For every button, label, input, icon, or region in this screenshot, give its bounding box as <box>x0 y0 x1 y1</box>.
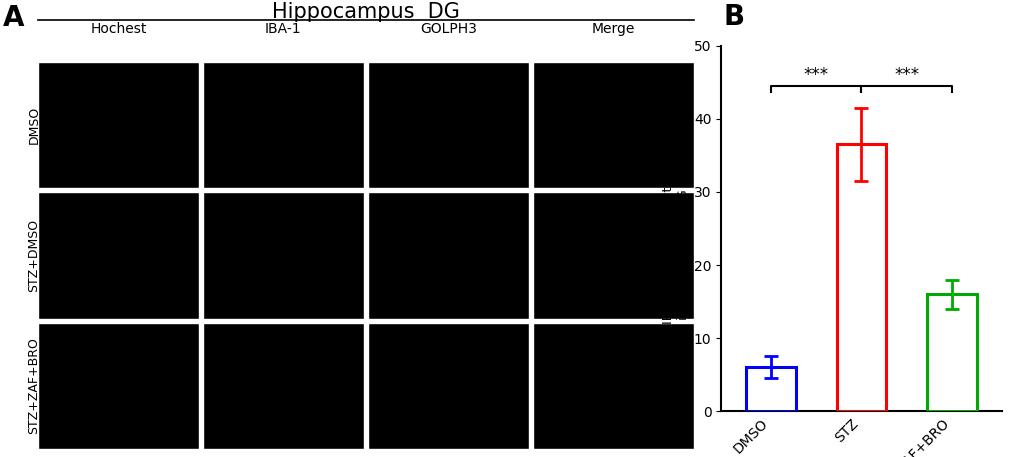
Bar <box>926 294 976 411</box>
Text: IBA-1: IBA-1 <box>265 22 302 36</box>
Text: GOLPH3: GOLPH3 <box>420 22 476 36</box>
Bar <box>368 323 528 449</box>
Bar <box>745 367 795 411</box>
Text: ***: *** <box>803 66 827 84</box>
Bar <box>38 323 199 449</box>
Bar <box>532 62 693 188</box>
Bar <box>532 192 693 319</box>
Text: Hochest: Hochest <box>90 22 147 36</box>
Bar <box>38 192 199 319</box>
Y-axis label: IBA-1⁺/Golph3⁺ positive cells
in hippocampus DG section: IBA-1⁺/Golph3⁺ positive cells in hippoca… <box>661 133 689 324</box>
Bar <box>203 62 364 188</box>
Text: Hippocampus  DG: Hippocampus DG <box>272 2 460 22</box>
Bar <box>368 62 528 188</box>
Text: STZ+DMSO: STZ+DMSO <box>28 219 41 292</box>
Bar <box>203 323 364 449</box>
Text: ***: *** <box>894 66 918 84</box>
Text: B: B <box>723 3 744 31</box>
Bar <box>836 144 886 411</box>
Bar <box>368 192 528 319</box>
Bar <box>532 323 693 449</box>
Bar <box>38 62 199 188</box>
Text: A: A <box>3 4 24 32</box>
Text: DMSO: DMSO <box>28 106 41 144</box>
Bar <box>203 192 364 319</box>
Text: Merge: Merge <box>591 22 634 36</box>
Text: STZ+ZAF+BRO: STZ+ZAF+BRO <box>28 337 41 434</box>
